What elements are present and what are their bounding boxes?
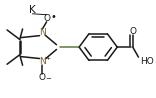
Text: O: O	[43, 14, 50, 23]
Text: O: O	[39, 73, 46, 82]
Text: N: N	[39, 57, 46, 66]
Text: •: •	[50, 12, 56, 22]
Text: −: −	[45, 76, 51, 82]
Text: K: K	[29, 5, 36, 15]
Text: O: O	[129, 27, 136, 36]
Text: N: N	[39, 28, 46, 37]
Text: +: +	[45, 56, 50, 61]
Text: HO: HO	[141, 57, 154, 66]
